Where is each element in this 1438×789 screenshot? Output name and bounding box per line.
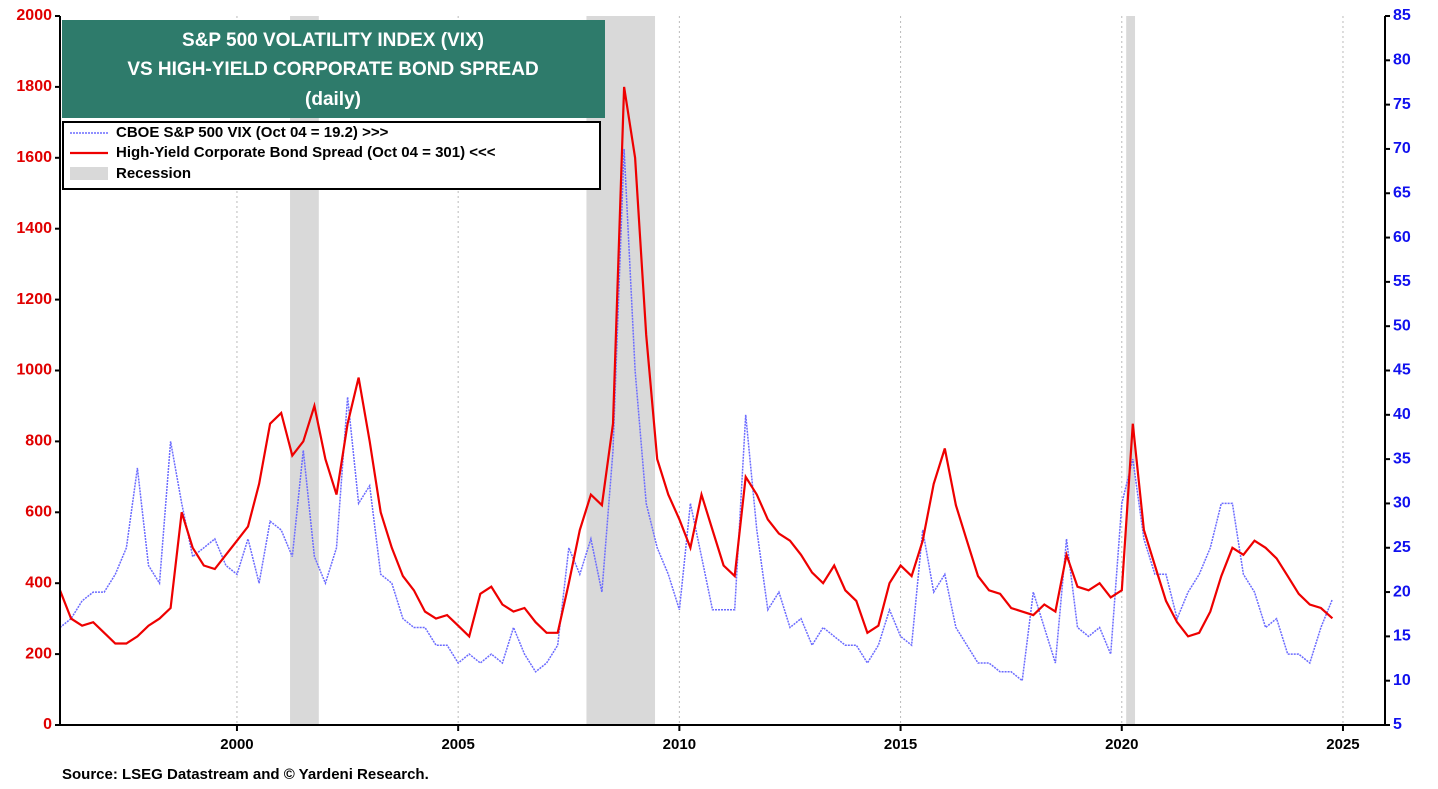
x-tick-label: 2020 <box>1105 736 1138 753</box>
y2-tick-label: 15 <box>1393 628 1411 645</box>
y2-tick-label: 60 <box>1393 229 1411 246</box>
x-tick-label: 2000 <box>220 736 253 753</box>
y-tick-label: 1800 <box>16 78 52 95</box>
chart-title: (daily) <box>305 89 361 110</box>
y-tick-label: 1200 <box>16 291 52 308</box>
chart-title: VS HIGH-YIELD CORPORATE BOND SPREAD <box>127 59 538 80</box>
y-tick-label: 1600 <box>16 149 52 166</box>
chart-title: S&P 500 VOLATILITY INDEX (VIX) <box>182 30 484 51</box>
legend-label: Recession <box>116 165 191 182</box>
y2-tick-label: 40 <box>1393 406 1411 423</box>
y-tick-label: 1400 <box>16 220 52 237</box>
y-tick-label: 200 <box>25 645 52 662</box>
y-tick-label: 400 <box>25 574 52 591</box>
x-tick-label: 2005 <box>441 736 474 753</box>
y2-tick-label: 45 <box>1393 362 1411 379</box>
y2-tick-label: 10 <box>1393 672 1411 689</box>
legend-label: CBOE S&P 500 VIX (Oct 04 = 19.2) >>> <box>116 124 389 141</box>
legend-label: High-Yield Corporate Bond Spread (Oct 04… <box>116 144 496 161</box>
title-box <box>62 20 605 118</box>
legend-box <box>62 121 601 190</box>
y2-tick-label: 20 <box>1393 583 1411 600</box>
recession-band <box>1126 16 1136 725</box>
y2-tick-label: 85 <box>1393 7 1411 24</box>
series-line <box>58 86 1334 645</box>
source: Source: LSEG Datastream and © Yardeni Re… <box>62 766 429 783</box>
series-line <box>59 148 1334 683</box>
x-tick-label: 2015 <box>884 736 917 753</box>
x-tick-label: 2010 <box>663 736 696 753</box>
y-tick-label: 0 <box>43 716 52 733</box>
y-tick-label: 800 <box>25 433 52 450</box>
y-tick-label: 1000 <box>16 362 52 379</box>
legend-swatch <box>70 167 108 180</box>
y-tick-label: 2000 <box>16 7 52 24</box>
y2-tick-label: 65 <box>1393 184 1411 201</box>
y-tick-label: 600 <box>25 504 52 521</box>
y2-tick-label: 55 <box>1393 273 1411 290</box>
y2-tick-label: 25 <box>1393 539 1411 556</box>
y2-tick-label: 70 <box>1393 140 1411 157</box>
y2-tick-label: 35 <box>1393 450 1411 467</box>
y2-tick-label: 30 <box>1393 495 1411 512</box>
y2-tick-label: 50 <box>1393 317 1411 334</box>
x-tick-label: 2025 <box>1326 736 1359 753</box>
y2-tick-label: 80 <box>1393 52 1411 69</box>
y2-tick-label: 75 <box>1393 96 1411 113</box>
y2-tick-label: 5 <box>1393 716 1402 733</box>
